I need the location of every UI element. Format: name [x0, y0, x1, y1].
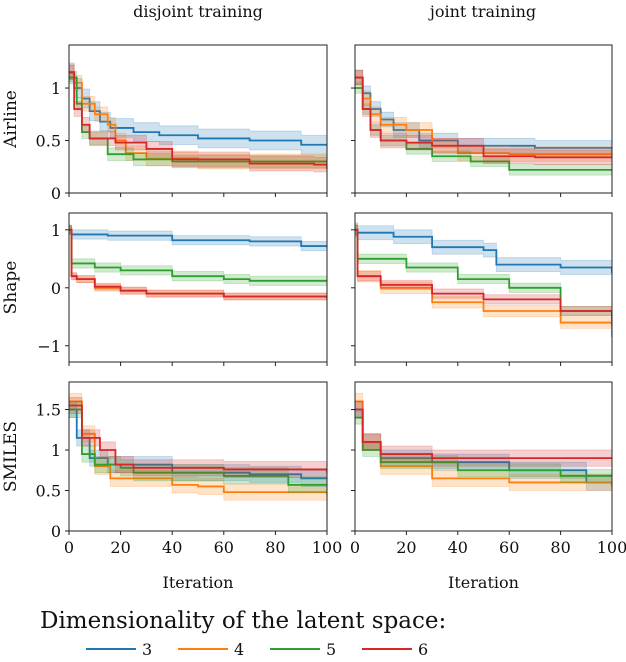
x-tick-label: 80 [265, 538, 285, 557]
column-title-joint: joint training [428, 2, 536, 21]
x-tick-label: 0 [64, 538, 74, 557]
line-series-6 [69, 71, 327, 169]
line-series-6 [69, 404, 327, 473]
axes-frame [354, 381, 613, 532]
legend-title: Dimensionality of the latent space: [40, 608, 446, 634]
x-tick-label: 100 [597, 538, 626, 557]
y-tick-label: 0 [51, 184, 61, 203]
y-tick-label: −1 [37, 337, 61, 356]
subplot [351, 44, 613, 197]
legend: 3 4 5 6 [86, 640, 428, 659]
plot-area [355, 69, 612, 177]
band-series-4 [69, 225, 327, 303]
subplot: 0 20 40 60 80 100 Iteration [350, 381, 626, 592]
band-series-6 [69, 225, 327, 302]
legend-label-6: 6 [418, 640, 428, 658]
y-axis-label: Airline [1, 90, 21, 149]
line-series-6 [355, 76, 612, 159]
axes-frame [68, 44, 328, 194]
axes-frame [68, 381, 328, 532]
legend-label-5: 5 [326, 640, 336, 658]
axes-frame [354, 44, 613, 194]
x-axis-label: Iteration [163, 573, 234, 592]
plot-area [69, 392, 327, 503]
legend-label-4: 4 [234, 640, 244, 658]
subplot: 0 20 40 60 80 100 0 0.5 1 1.5 SMILES Iteration [1, 381, 343, 592]
x-tick-label: 40 [162, 538, 182, 557]
line-series-4 [355, 76, 612, 156]
line-series-3 [69, 408, 327, 480]
y-tick-label: 0 [51, 522, 61, 541]
line-series-3 [355, 76, 612, 149]
y-axis-label: SMILES [1, 421, 21, 492]
subplot [351, 212, 613, 366]
y-tick-label: 0 [51, 279, 61, 298]
band-series-4 [69, 392, 327, 503]
y-axis-label: Shape [1, 261, 21, 315]
line-series-3 [355, 228, 612, 274]
line-series-5 [69, 228, 327, 282]
band-series-6 [355, 401, 612, 467]
plot-area [69, 62, 327, 177]
line-series-4 [69, 400, 327, 495]
y-tick-label: 0.5 [36, 132, 61, 151]
x-tick-label: 20 [396, 538, 416, 557]
band-series-6 [355, 69, 612, 166]
line-series-6 [69, 228, 327, 299]
x-axis-label: Iteration [448, 573, 519, 592]
line-series-5 [69, 408, 327, 486]
x-tick-label: 80 [550, 538, 570, 557]
y-tick-label: 0.5 [36, 482, 61, 501]
subplot: 0 0.5 1 Airline [1, 44, 328, 203]
band-series-3 [69, 224, 327, 252]
line-series-6 [355, 408, 612, 460]
y-tick-label: 1 [51, 221, 61, 240]
y-tick-label: 1 [51, 441, 61, 460]
y-tick-label: 1 [51, 79, 61, 98]
column-title-disjoint: disjoint training [133, 2, 263, 21]
subplot: −1 0 1 Shape [1, 212, 328, 366]
y-tick-label: 1.5 [36, 401, 61, 420]
x-tick-label: 20 [110, 538, 130, 557]
plot-area [355, 392, 612, 495]
x-tick-label: 60 [499, 538, 519, 557]
line-series-4 [69, 71, 327, 163]
line-series-6 [355, 228, 612, 320]
x-tick-label: 0 [350, 538, 360, 557]
plot-area [355, 222, 612, 343]
legend-label-3: 3 [142, 640, 152, 658]
plot-area [69, 224, 327, 303]
band-series-3 [355, 222, 612, 281]
x-tick-label: 40 [448, 538, 468, 557]
x-tick-label: 60 [214, 538, 234, 557]
x-tick-label: 100 [312, 538, 343, 557]
